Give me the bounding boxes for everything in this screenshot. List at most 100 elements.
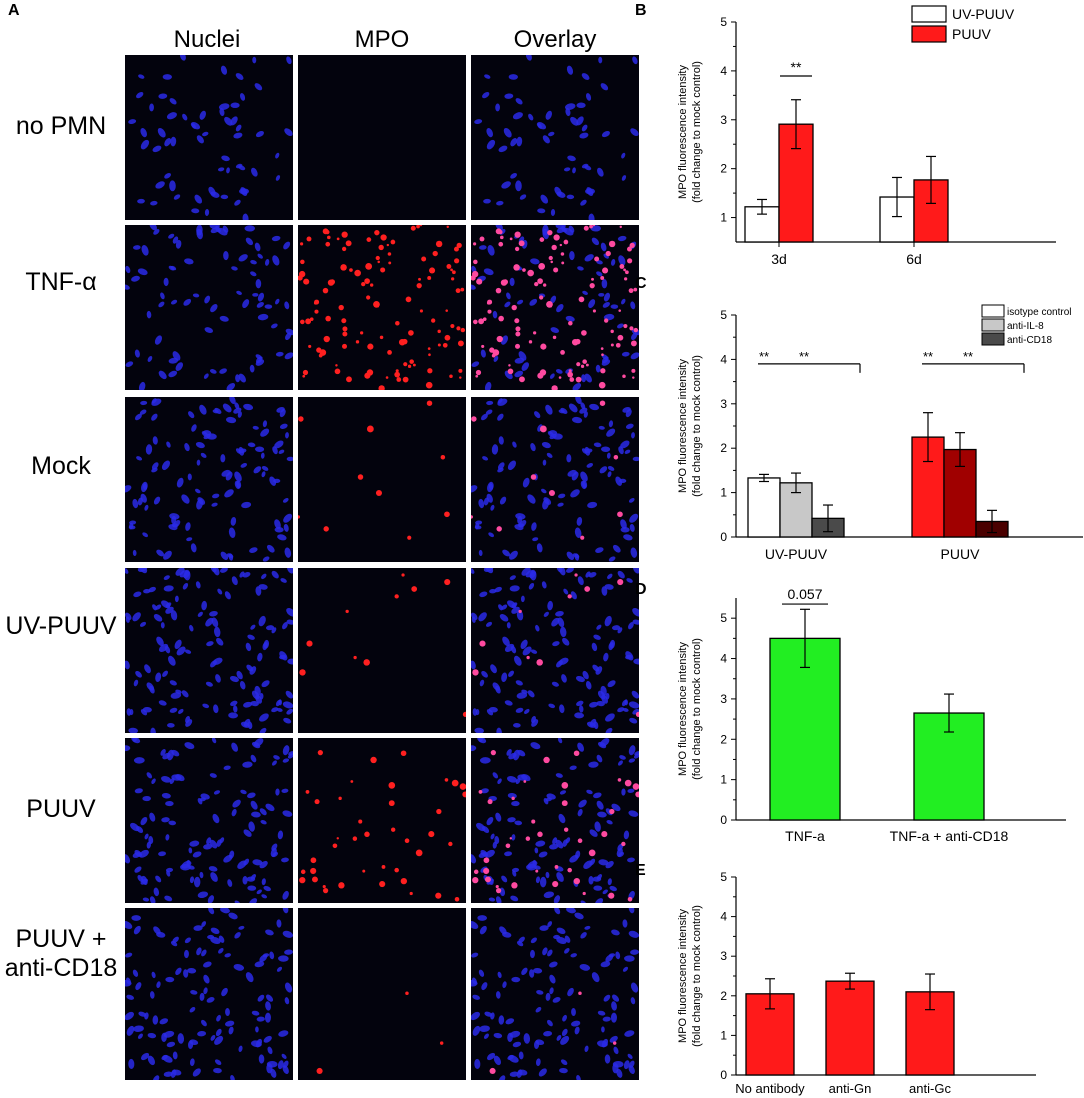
nucleus <box>537 208 546 214</box>
nucleus <box>137 568 148 573</box>
mpo-spot <box>411 586 418 592</box>
nucleus <box>622 919 628 928</box>
mpo-spot <box>630 340 637 347</box>
nucleus <box>257 994 265 1002</box>
nucleus <box>161 460 171 471</box>
significance-label: ** <box>791 59 802 75</box>
nucleus <box>147 1032 157 1039</box>
nucleus <box>275 351 284 357</box>
nucleus <box>545 992 551 1001</box>
mpo-spot <box>336 237 340 241</box>
nucleus <box>168 820 177 826</box>
mpo-spot <box>589 283 595 289</box>
nucleus <box>529 571 536 579</box>
nucleus <box>215 1028 222 1037</box>
nucleus <box>160 292 165 300</box>
nucleus <box>566 551 575 560</box>
nucleus <box>185 719 193 727</box>
nucleus <box>175 967 182 976</box>
mpo-spot <box>613 455 619 460</box>
nucleus <box>277 830 284 840</box>
nucleus <box>607 471 612 478</box>
mpo-spot <box>537 372 544 379</box>
nucleus <box>498 436 504 445</box>
nucleus <box>149 896 156 903</box>
nucleus <box>248 898 258 903</box>
nucleus <box>536 990 544 995</box>
mpo-spot <box>558 376 562 379</box>
nucleus <box>142 483 148 491</box>
nucleus <box>562 637 570 646</box>
nucleus <box>225 1007 230 1017</box>
nucleus <box>168 655 176 666</box>
nucleus <box>264 1012 271 1023</box>
mpo-spot <box>381 865 386 869</box>
y-tick-label: 2 <box>720 441 727 455</box>
nucleus <box>508 1055 519 1063</box>
nucleus <box>200 1019 207 1027</box>
nucleus <box>262 642 268 651</box>
mpo-spot <box>602 267 609 274</box>
nucleus <box>499 614 509 622</box>
nucleus <box>560 626 567 638</box>
nucleus <box>623 534 633 541</box>
mpo-spot <box>317 749 323 756</box>
nucleus <box>478 852 488 858</box>
nucleus <box>505 1018 515 1025</box>
nucleus <box>170 610 178 621</box>
nucleus <box>507 460 517 471</box>
nucleus <box>125 1011 134 1021</box>
nucleus <box>589 829 598 837</box>
nucleus <box>553 934 561 940</box>
nucleus <box>250 800 258 810</box>
nucleus <box>165 976 175 983</box>
nucleus <box>617 570 625 579</box>
mpo-spot <box>456 242 462 249</box>
nucleus <box>235 124 242 132</box>
nucleus <box>548 430 558 436</box>
nucleus <box>591 642 598 652</box>
nucleus <box>490 833 495 840</box>
nucleus <box>509 585 520 592</box>
x-tick-label: anti-Gc <box>909 1081 951 1096</box>
nucleus <box>628 1065 635 1074</box>
nucleus <box>541 581 547 589</box>
mpo-spot <box>600 368 606 374</box>
nucleus <box>570 116 579 126</box>
nucleus <box>217 588 223 595</box>
mpo-spot <box>364 372 371 379</box>
nucleus <box>504 301 511 308</box>
nucleus <box>151 971 156 979</box>
mpo-spot <box>574 573 578 577</box>
mpo-spot <box>604 318 609 323</box>
nucleus <box>515 98 523 105</box>
nucleus <box>271 707 279 713</box>
mpo-spot <box>400 750 407 757</box>
nucleus <box>153 614 163 622</box>
nucleus <box>167 749 174 761</box>
nucleus <box>187 473 192 481</box>
nucleus <box>471 745 477 752</box>
significance-label: ** <box>963 349 973 364</box>
nucleus <box>472 977 477 985</box>
nucleus <box>598 56 603 64</box>
nucleus <box>497 462 505 470</box>
nucleus <box>251 811 261 818</box>
nucleus <box>132 969 139 977</box>
mpo-spot <box>577 838 583 844</box>
nucleus <box>507 817 516 823</box>
nucleus <box>282 908 289 914</box>
nucleus <box>472 1025 481 1036</box>
legend-swatch <box>981 304 1005 318</box>
nucleus <box>217 167 225 172</box>
nucleus <box>266 544 275 553</box>
nucleus <box>545 110 552 120</box>
nucleus <box>493 1032 503 1039</box>
nucleus <box>228 527 236 538</box>
nucleus <box>282 498 289 503</box>
mpo-spot <box>495 228 502 235</box>
nucleus <box>266 1060 278 1068</box>
nucleus <box>161 1032 167 1042</box>
nucleus <box>631 432 635 439</box>
mpo-spot <box>537 831 543 838</box>
